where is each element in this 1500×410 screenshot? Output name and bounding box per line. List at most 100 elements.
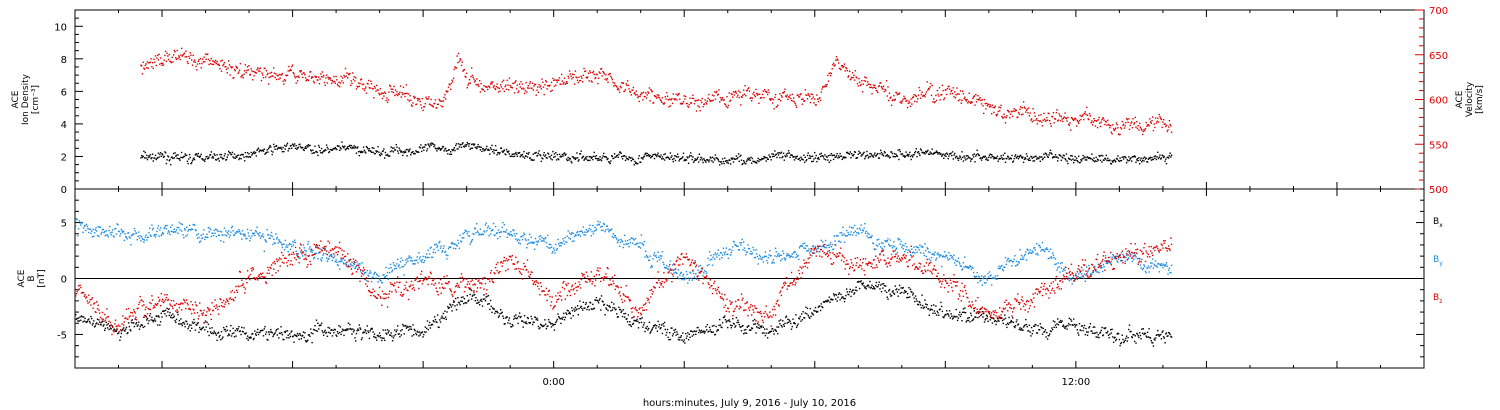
ion-density-point xyxy=(983,155,985,158)
bx-point xyxy=(381,337,384,339)
bx-point xyxy=(133,325,136,328)
bx-point xyxy=(988,313,991,315)
velocity-point xyxy=(504,85,506,88)
bx-point xyxy=(513,318,515,320)
ion-density-point xyxy=(625,156,627,158)
by-point xyxy=(162,231,164,234)
bx-point xyxy=(825,300,828,302)
velocity-point xyxy=(864,80,867,82)
ion-density-point xyxy=(707,159,709,161)
ion-density-point xyxy=(687,157,689,159)
velocity-point xyxy=(337,85,339,87)
bx-point xyxy=(686,335,688,337)
ion-density-point xyxy=(238,158,240,161)
ion-density-point xyxy=(252,152,255,154)
bx-point xyxy=(867,284,870,286)
bx-point xyxy=(241,326,243,329)
bx-point xyxy=(172,316,175,319)
velocity-point xyxy=(178,55,180,57)
velocity-point xyxy=(520,81,522,83)
ion-density-point xyxy=(678,160,680,162)
ion-density-point xyxy=(983,156,986,158)
velocity-point xyxy=(1089,115,1092,117)
ion-density-point xyxy=(567,156,569,159)
ion-density-point xyxy=(264,153,266,155)
bx-point xyxy=(979,308,981,311)
bx-point xyxy=(304,340,307,342)
velocity-point xyxy=(1161,126,1163,129)
ion-density-point xyxy=(352,147,355,149)
bx-point xyxy=(1165,332,1168,334)
ion-density-point xyxy=(965,155,967,157)
velocity-point xyxy=(918,86,920,89)
velocity-point xyxy=(835,59,837,61)
velocity-point xyxy=(199,62,201,65)
velocity-point xyxy=(189,52,191,54)
velocity-point xyxy=(361,83,363,86)
by-point xyxy=(243,234,245,237)
by-point xyxy=(195,229,197,232)
ion-density-point xyxy=(756,162,758,164)
bx-point xyxy=(1156,334,1158,336)
by-point xyxy=(212,232,214,235)
bx-point xyxy=(99,323,102,326)
velocity-point xyxy=(901,100,904,102)
bx-point xyxy=(1070,320,1073,322)
velocity-point xyxy=(1123,127,1126,129)
bx-point xyxy=(122,327,125,329)
velocity-point xyxy=(359,82,361,85)
velocity-point xyxy=(1146,124,1149,126)
bx-point xyxy=(204,320,207,322)
velocity-point xyxy=(489,83,492,85)
velocity-point xyxy=(204,53,207,55)
velocity-point xyxy=(207,58,210,61)
velocity-point xyxy=(814,98,816,100)
bx-point xyxy=(1138,336,1140,339)
velocity-point xyxy=(187,62,189,65)
velocity-point xyxy=(304,74,306,76)
by-point xyxy=(124,233,126,235)
bx-point xyxy=(545,323,547,325)
ion-density-point xyxy=(373,147,375,149)
velocity-point xyxy=(998,106,1000,108)
ion-density-point xyxy=(1141,159,1144,161)
ion-density-point xyxy=(835,156,837,158)
bx-point xyxy=(285,330,287,332)
bx-point xyxy=(303,336,305,339)
ion-density-point xyxy=(160,155,162,157)
bx-point xyxy=(130,330,132,332)
bx-point xyxy=(853,292,856,294)
velocity-point xyxy=(205,58,207,60)
ion-density-point xyxy=(888,155,890,157)
bx-point xyxy=(138,328,141,330)
velocity-point xyxy=(453,68,455,71)
ion-density-point xyxy=(199,156,201,159)
ion-density-point xyxy=(256,149,258,151)
bx-point xyxy=(310,332,313,334)
velocity-point xyxy=(426,98,428,100)
by-point xyxy=(96,230,98,232)
bx-point xyxy=(523,315,526,317)
velocity-point xyxy=(894,98,896,100)
bx-point xyxy=(103,324,105,326)
ion-density-point xyxy=(757,157,759,160)
ion-density-point xyxy=(645,152,647,154)
velocity-point xyxy=(978,98,981,100)
bx-point xyxy=(688,333,690,335)
ion-density-point xyxy=(661,158,663,160)
by-point xyxy=(345,263,347,265)
ion-density-point xyxy=(378,151,380,153)
velocity-point xyxy=(171,56,173,59)
velocity-point xyxy=(270,76,272,78)
ion-density-point xyxy=(142,155,144,157)
ion-density-point xyxy=(377,146,379,148)
ion-density-point xyxy=(974,161,976,163)
bx-point xyxy=(656,330,659,332)
velocity-point xyxy=(154,55,157,57)
bx-point xyxy=(950,313,952,315)
ion-density-point xyxy=(605,156,608,159)
ion-density-point xyxy=(431,142,433,144)
bx-point xyxy=(892,290,894,292)
ion-density-point xyxy=(154,154,157,157)
bx-point xyxy=(1162,330,1164,332)
